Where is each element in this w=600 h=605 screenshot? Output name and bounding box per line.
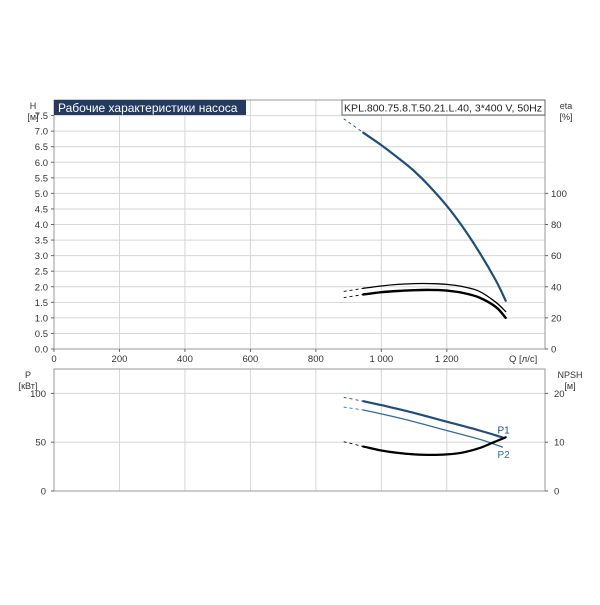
series-line-chart1-series0 <box>362 400 504 439</box>
plot-area-bottom <box>54 369 545 491</box>
y-axis-unit: [кВт] <box>19 381 38 391</box>
y-tick-label: 1.0 <box>35 313 48 324</box>
series-line-chart1-series2 <box>362 436 507 457</box>
y2-tick-label: 20 <box>554 389 565 400</box>
y-tick-label: 2.5 <box>35 267 48 278</box>
pump-model-box <box>341 99 546 116</box>
pump-model-label: KPL.800.75.8.T.50.21.L.40, 3*400 V, 50Hz <box>344 104 542 115</box>
y-tick-label: 0.0 <box>35 345 48 356</box>
y-tick-label: 7.5 <box>35 111 48 122</box>
chart-title: Рабочие характеристики насоса <box>58 101 238 115</box>
y-tick-label: 1.5 <box>35 298 48 309</box>
x-tick-label: 400 <box>177 354 193 365</box>
y-tick-label: 0 <box>41 487 46 498</box>
y-tick-label: 3.5 <box>35 236 48 247</box>
x-tick-label: 200 <box>112 354 128 365</box>
series-line-chart0-series1 <box>362 282 507 313</box>
series-label-p2: P2 <box>497 450 510 461</box>
x-tick-label: 800 <box>308 354 324 365</box>
y-axis-unit: [м] <box>27 112 38 122</box>
x-tick-label: 1 200 <box>435 354 459 365</box>
chart-title-box <box>54 100 246 115</box>
y-tick-label: 3.0 <box>35 251 48 262</box>
y2-tick-label: 100 <box>551 189 567 200</box>
x-tick-label: 600 <box>242 354 258 365</box>
y2-tick-label: 80 <box>551 220 562 231</box>
y-axis-label: H <box>30 101 37 111</box>
series-line-dashed-chart1-series1 <box>343 406 364 411</box>
y-tick-label: 100 <box>30 389 46 400</box>
y2-axis-unit: [%] <box>559 112 572 122</box>
y-tick-label: 5.0 <box>35 189 48 200</box>
y-tick-label: 7.0 <box>35 127 48 138</box>
series-line-dashed-chart0-series1 <box>343 287 364 292</box>
series-line-dashed-chart0-series0 <box>343 118 364 134</box>
x-tick-label: 0 <box>51 354 56 365</box>
y2-axis-label: eta <box>560 101 573 111</box>
y2-tick-label: 10 <box>554 438 565 449</box>
series-line-chart0-series0 <box>362 131 507 302</box>
y-tick-label: 5.5 <box>35 173 48 184</box>
y2-tick-label: 0 <box>554 487 559 498</box>
y2-tick-label: 40 <box>551 282 562 293</box>
series-label-p1: P1 <box>497 425 510 436</box>
y-tick-label: 2.0 <box>35 282 48 293</box>
y2-tick-label: 60 <box>551 251 562 262</box>
x-axis-label: Q [л/с] <box>509 354 537 365</box>
y-tick-label: 50 <box>35 438 46 449</box>
series-line-chart0-series2 <box>362 288 507 320</box>
series-line-dashed-chart1-series0 <box>343 396 364 402</box>
y2-tick-label: 20 <box>551 313 562 324</box>
y-tick-label: 0.5 <box>35 329 48 340</box>
y2-axis-label: NPSH <box>557 370 582 380</box>
y-axis-label: P <box>25 370 31 380</box>
y2-tick-label: 0 <box>551 345 556 356</box>
series-line-dashed-chart1-series2 <box>343 441 364 448</box>
y-tick-label: 6.0 <box>35 158 48 169</box>
x-tick-label: 1 000 <box>369 354 393 365</box>
plot-frame-bottom <box>53 368 546 492</box>
y-tick-label: 4.0 <box>35 220 48 231</box>
y2-axis-unit: [м] <box>564 381 575 391</box>
y-tick-label: 4.5 <box>35 204 48 215</box>
series-line-chart1-series1 <box>362 409 504 448</box>
y-tick-label: 6.5 <box>35 142 48 153</box>
